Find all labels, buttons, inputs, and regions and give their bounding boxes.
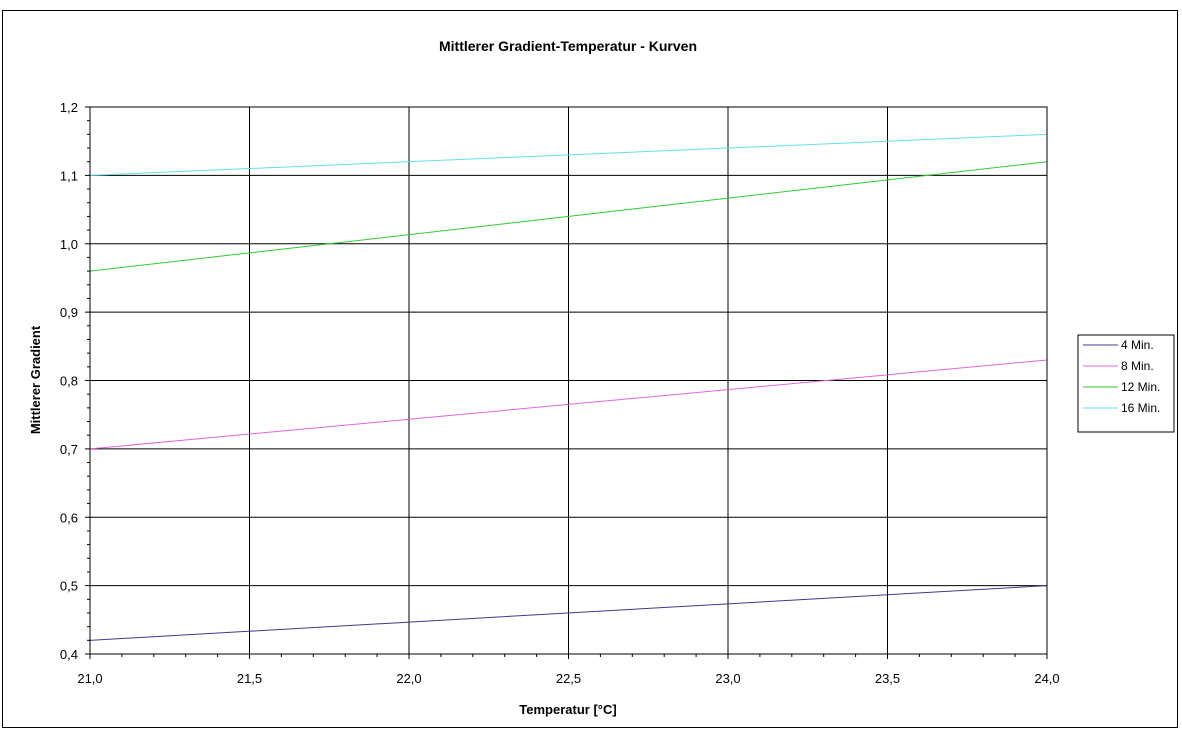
series-lines [89,133,1048,641]
plot-area-border [89,106,1048,655]
series-line-3 [89,161,1048,272]
chart-title: Mittlerer Gradient-Temperatur - Kurven [439,38,697,54]
legend-box [1077,334,1175,433]
legend-label: 16 Min. [1121,401,1160,415]
y-axis-label: Mittlerer Gradient [28,325,43,434]
legend: 4 Min. 8 Min. 12 Min. 16 Min. [1077,334,1175,433]
y-tick-label: 1,1 [60,168,78,183]
y-tick-label: 1,0 [60,237,78,252]
x-axis-label: Temperatur [°C] [519,702,616,717]
y-tick-label: 0,8 [60,374,78,389]
x-tick-label: 23,0 [715,671,740,686]
grid [85,106,1048,659]
y-tick-label: 0,5 [60,579,78,594]
x-tick-labels: 21,0 21,5 22,0 22,5 23,0 23,5 24,0 [77,671,1059,686]
x-tick-label: 21,0 [77,671,102,686]
y-tick-label: 0,4 [60,647,78,662]
x-tick-label: 24,0 [1034,671,1059,686]
legend-label: 8 Min. [1121,359,1154,373]
y-tick-labels: 0,4 0,5 0,6 0,7 0,8 0,9 1,0 1,1 1,2 [60,100,78,662]
x-tick-label: 23,5 [875,671,900,686]
x-tick-label: 22,5 [556,671,581,686]
x-tick-label: 22,0 [396,671,421,686]
x-tick-label: 21,5 [237,671,262,686]
y-tick-label: 1,2 [60,100,78,115]
y-tick-label: 0,9 [60,305,78,320]
series-line-2 [89,359,1048,450]
minor-ticks [87,120,1016,657]
chart-frame [2,10,1178,728]
y-tick-label: 0,6 [60,510,78,525]
legend-label: 12 Min. [1121,380,1160,394]
series-line-1 [89,585,1048,641]
y-tick-label: 0,7 [60,442,78,457]
legend-label: 4 Min. [1121,338,1154,352]
series-line-4 [89,133,1048,176]
